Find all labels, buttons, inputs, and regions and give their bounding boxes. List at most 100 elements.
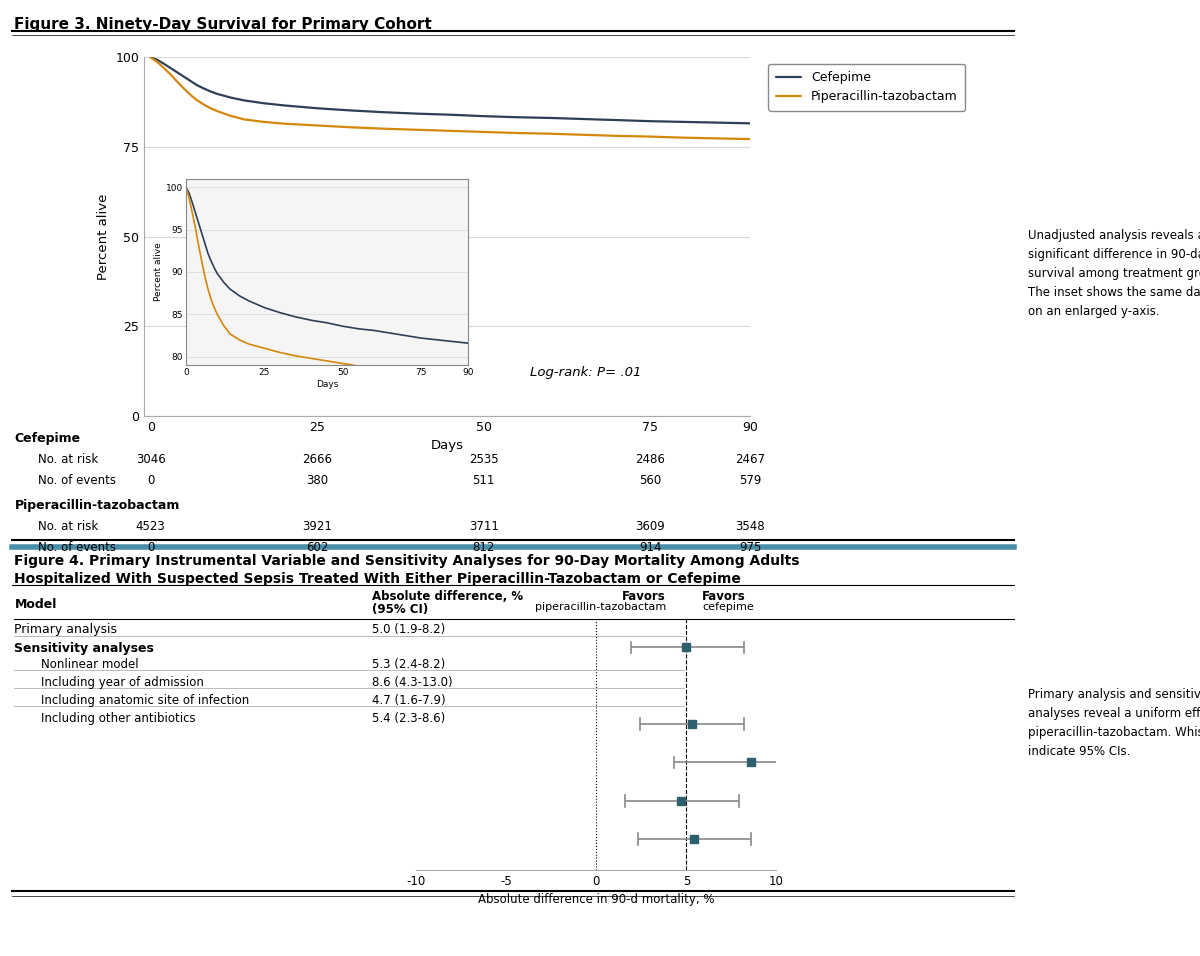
Text: 3046: 3046	[136, 453, 166, 467]
Piperacillin-tazobactam	[443, 125, 457, 137]
Piperacillin-tazobactam	[150, 56, 164, 68]
Cefepime	[190, 79, 204, 91]
Y-axis label: Percent alive: Percent alive	[154, 243, 163, 301]
Piperacillin-tazobactam	[310, 120, 324, 131]
Text: Including year of admission: Including year of admission	[41, 676, 204, 689]
Text: 5.3 (2.4-8.2): 5.3 (2.4-8.2)	[372, 658, 445, 671]
Cefepime	[150, 54, 164, 66]
Text: Unadjusted analysis reveals a
significant difference in 90-day
survival among tr: Unadjusted analysis reveals a significan…	[1028, 229, 1200, 318]
Text: 812: 812	[473, 541, 494, 554]
Piperacillin-tazobactam	[203, 102, 217, 114]
X-axis label: Absolute difference in 90-d mortality, %: Absolute difference in 90-d mortality, %	[478, 893, 715, 906]
Text: Figure 3. Ninety-Day Survival for Primary Cohort: Figure 3. Ninety-Day Survival for Primar…	[14, 17, 432, 33]
Cefepime	[210, 88, 224, 99]
Text: No. at risk: No. at risk	[38, 520, 98, 533]
Cefepime	[476, 111, 491, 122]
Text: 975: 975	[739, 541, 761, 554]
Piperacillin-tazobactam	[223, 110, 238, 121]
Piperacillin-tazobactam	[476, 126, 491, 138]
Piperacillin-tazobactam	[144, 52, 158, 63]
Cefepime	[610, 115, 624, 126]
Piperacillin-tazobactam	[510, 127, 524, 139]
Cefepime	[743, 118, 757, 129]
Text: 3921: 3921	[302, 520, 332, 533]
Text: piperacillin-tazobactam: piperacillin-tazobactam	[535, 602, 666, 612]
Cefepime	[257, 98, 271, 109]
X-axis label: Days: Days	[431, 439, 463, 452]
Text: 4.7 (1.6-7.9): 4.7 (1.6-7.9)	[372, 694, 445, 707]
Piperacillin-tazobactam	[743, 134, 757, 145]
Text: 8.6 (4.3-13.0): 8.6 (4.3-13.0)	[372, 676, 452, 689]
Text: Primary analysis: Primary analysis	[14, 623, 118, 637]
Piperacillin-tazobactam	[163, 69, 178, 80]
Cefepime	[176, 71, 191, 82]
Cefepime	[223, 92, 238, 103]
Text: 0: 0	[146, 474, 155, 488]
Text: 3609: 3609	[635, 520, 665, 533]
Cefepime	[576, 114, 590, 125]
Cefepime	[544, 112, 558, 123]
Text: 914: 914	[638, 541, 661, 554]
Text: cefepime: cefepime	[702, 602, 754, 612]
Text: (95% CI): (95% CI)	[372, 603, 428, 617]
Piperacillin-tazobactam	[576, 129, 590, 141]
Piperacillin-tazobactam	[176, 83, 191, 95]
Text: Favors: Favors	[623, 590, 666, 603]
Text: Sensitivity analyses: Sensitivity analyses	[14, 642, 155, 656]
Text: 4523: 4523	[136, 520, 166, 533]
Text: Model: Model	[14, 598, 56, 611]
Text: No. at risk: No. at risk	[38, 453, 98, 467]
Piperacillin-tazobactam	[157, 62, 172, 74]
Piperacillin-tazobactam	[236, 114, 251, 125]
Text: Piperacillin-tazobactam: Piperacillin-tazobactam	[14, 499, 180, 512]
Piperacillin-tazobactam	[643, 131, 658, 142]
Text: Cefepime: Cefepime	[14, 432, 80, 445]
Text: Hospitalized With Suspected Sepsis Treated With Either Piperacillin-Tazobactam o: Hospitalized With Suspected Sepsis Treat…	[14, 572, 742, 586]
Cefepime	[677, 117, 691, 128]
Text: Figure 4. Primary Instrumental Variable and Sensitivity Analyses for 90-Day Mort: Figure 4. Primary Instrumental Variable …	[14, 554, 800, 569]
Text: 2535: 2535	[469, 453, 498, 467]
Cefepime	[377, 106, 391, 118]
Line: Cefepime: Cefepime	[151, 57, 750, 123]
Cefepime	[236, 95, 251, 106]
Cefepime	[709, 117, 724, 128]
Piperacillin-tazobactam	[257, 117, 271, 128]
Text: 511: 511	[473, 474, 494, 488]
Cefepime	[170, 67, 185, 78]
Text: Log-rank: P= .01: Log-rank: P= .01	[530, 366, 642, 380]
Piperacillin-tazobactam	[677, 132, 691, 143]
Cefepime	[277, 99, 292, 111]
Piperacillin-tazobactam	[277, 118, 292, 129]
Text: 2467: 2467	[734, 453, 766, 467]
Cefepime	[310, 102, 324, 114]
Text: 3711: 3711	[469, 520, 498, 533]
Cefepime	[197, 83, 211, 95]
Cefepime	[163, 62, 178, 74]
Text: 602: 602	[306, 541, 329, 554]
Cefepime	[443, 109, 457, 120]
Text: 3548: 3548	[736, 520, 764, 533]
Cefepime	[343, 105, 358, 117]
Text: Absolute difference, %: Absolute difference, %	[372, 590, 523, 603]
Text: 2486: 2486	[635, 453, 665, 467]
Text: 560: 560	[638, 474, 661, 488]
Cefepime	[203, 86, 217, 98]
Text: 380: 380	[306, 474, 329, 488]
Piperacillin-tazobactam	[544, 128, 558, 140]
Line: Piperacillin-tazobactam: Piperacillin-tazobactam	[151, 57, 750, 140]
Piperacillin-tazobactam	[610, 130, 624, 141]
Piperacillin-tazobactam	[377, 123, 391, 135]
Text: 5.4 (2.3-8.6): 5.4 (2.3-8.6)	[372, 712, 445, 726]
Cefepime	[184, 76, 198, 87]
Text: 579: 579	[739, 474, 761, 488]
Cefepime	[157, 58, 172, 70]
Cefepime	[510, 112, 524, 123]
Cefepime	[410, 108, 425, 120]
Text: Primary analysis and sensitivity
analyses reveal a uniform effect of
piperacilli: Primary analysis and sensitivity analyse…	[1028, 688, 1200, 758]
Piperacillin-tazobactam	[343, 121, 358, 133]
Piperacillin-tazobactam	[190, 95, 204, 106]
Text: Nonlinear model: Nonlinear model	[41, 658, 138, 671]
Text: Including anatomic site of infection: Including anatomic site of infection	[41, 694, 250, 707]
Legend: Cefepime, Piperacillin-tazobactam: Cefepime, Piperacillin-tazobactam	[768, 64, 965, 111]
Text: 5.0 (1.9-8.2): 5.0 (1.9-8.2)	[372, 623, 445, 637]
